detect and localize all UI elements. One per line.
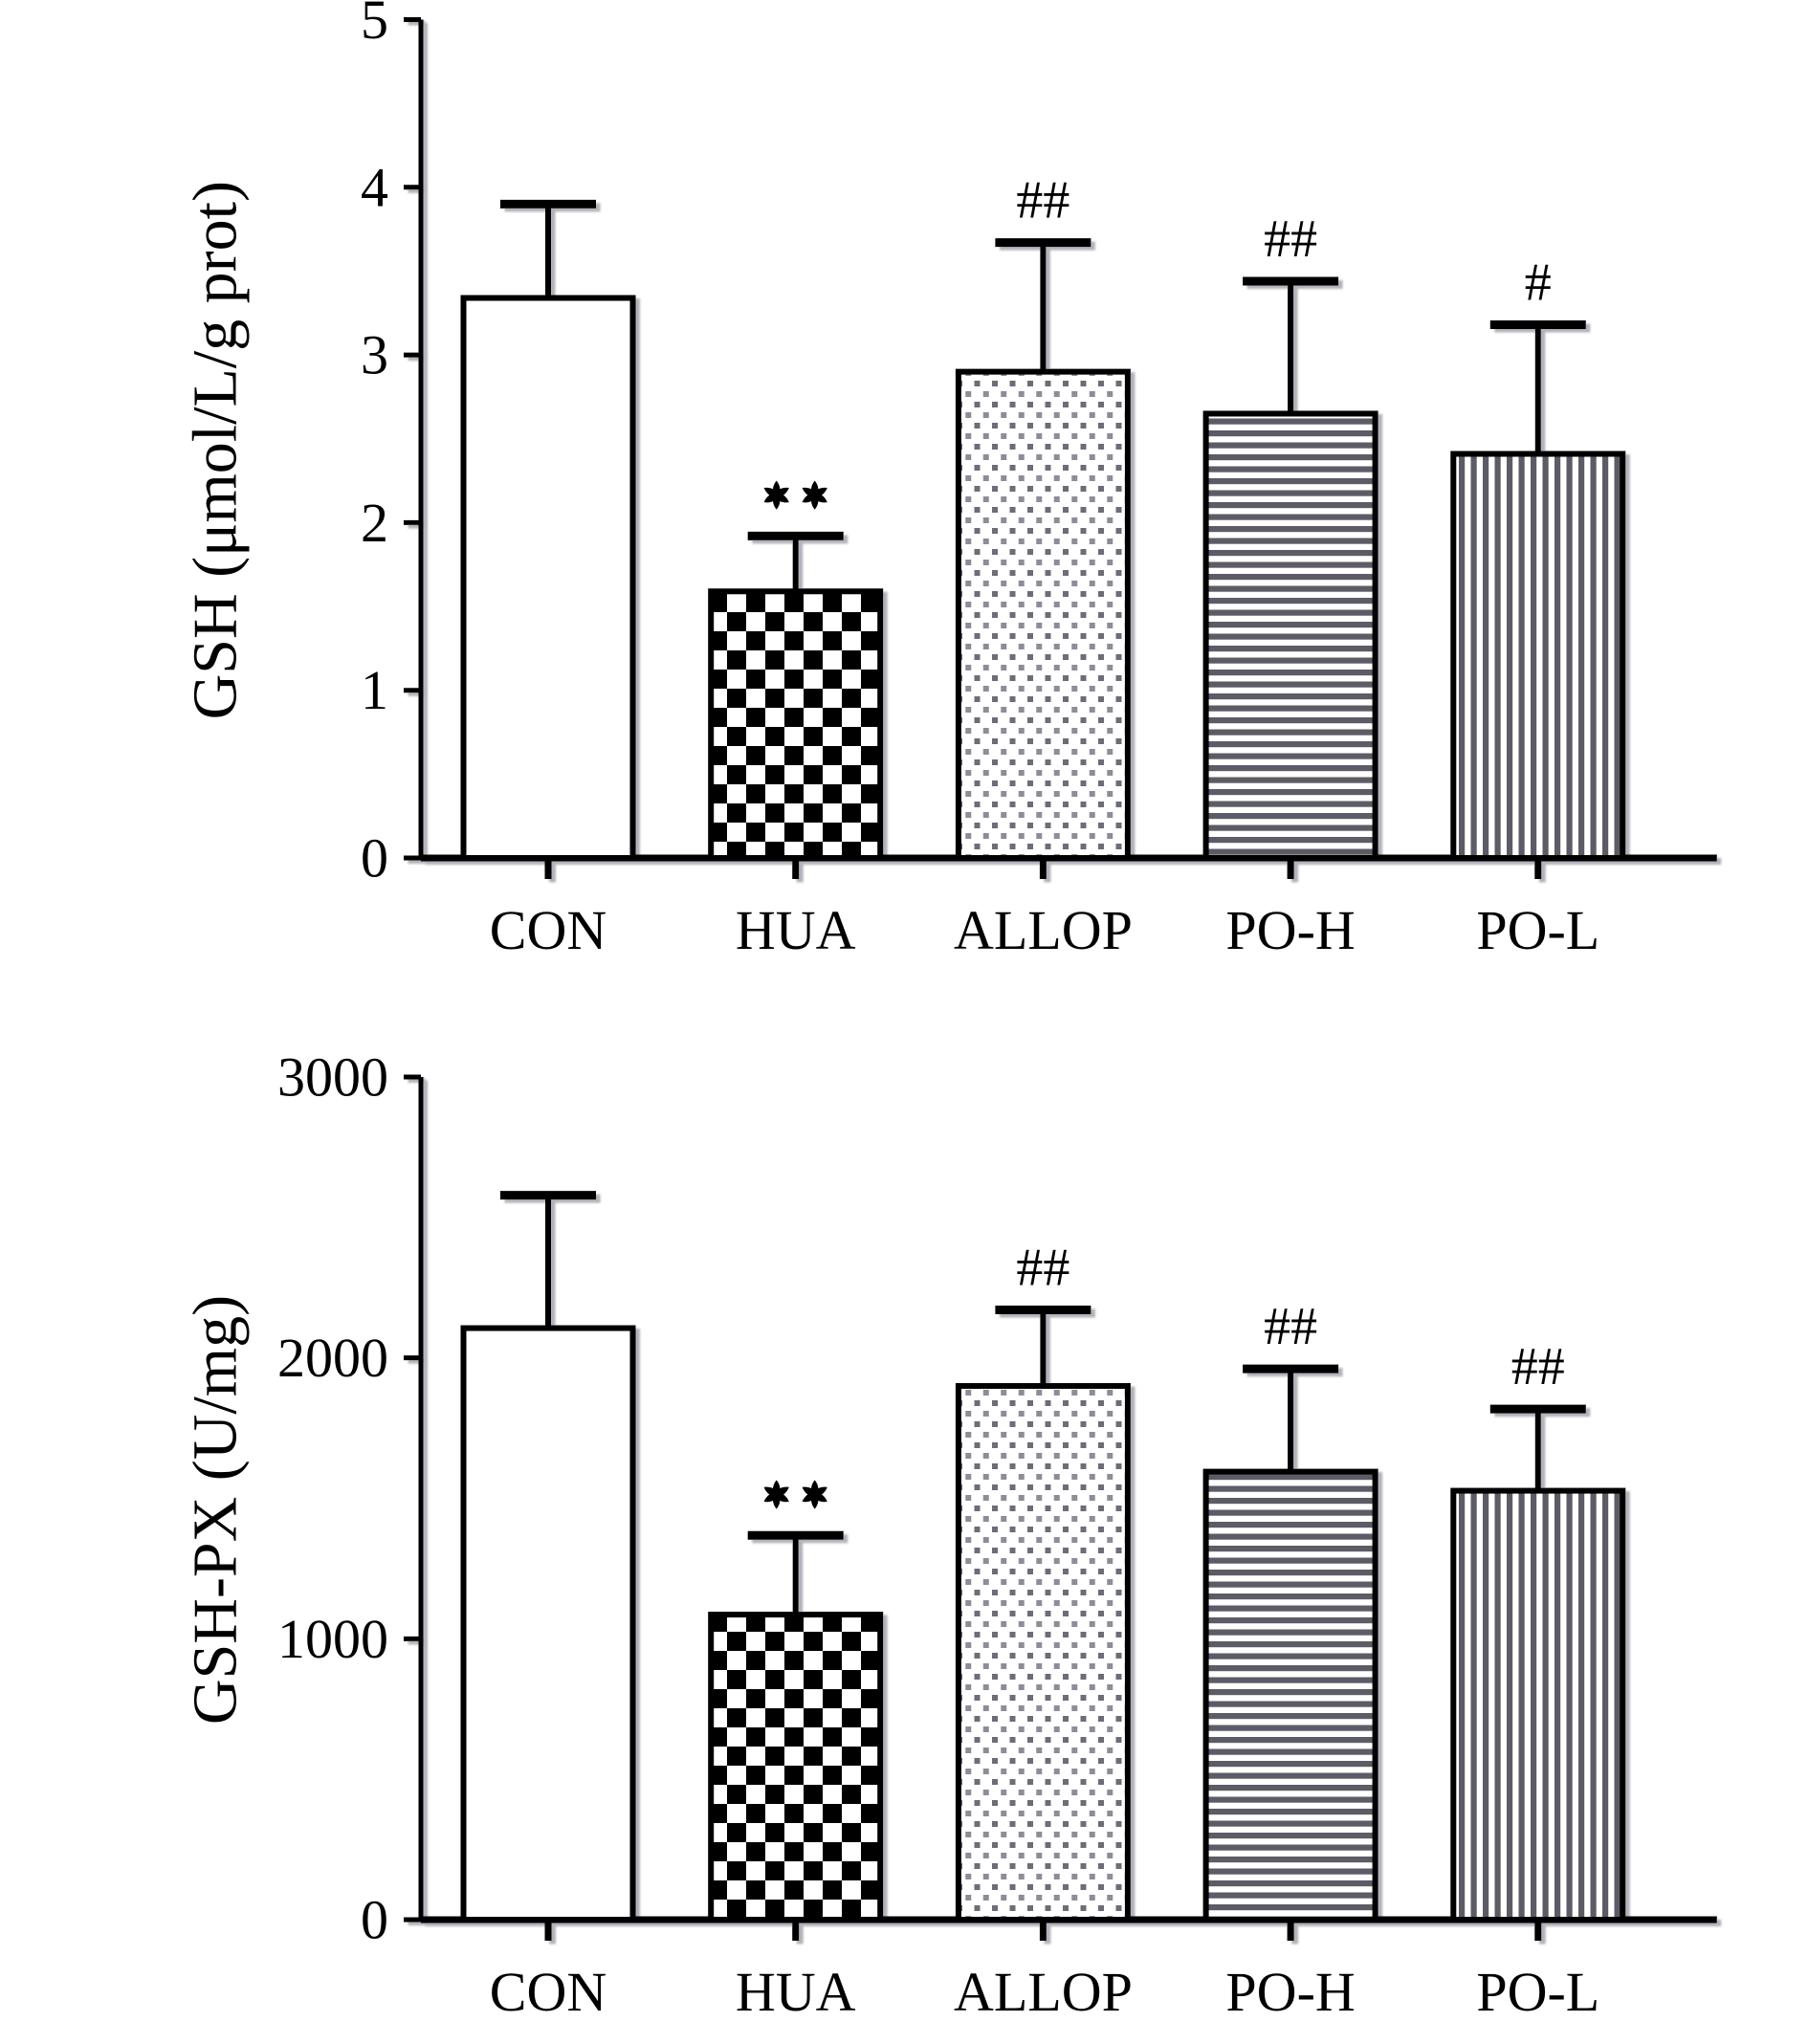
svg-text:##: ##	[1264, 1297, 1317, 1356]
svg-text:CON: CON	[490, 1961, 606, 2023]
svg-text:##: ##	[1511, 1337, 1565, 1396]
svg-text:0: 0	[361, 1889, 388, 1951]
svg-text:HUA: HUA	[736, 899, 856, 961]
svg-text:2: 2	[361, 492, 388, 554]
svg-text:#: #	[1525, 253, 1552, 313]
svg-text:2000: 2000	[277, 1327, 388, 1389]
svg-text:PO-H: PO-H	[1225, 899, 1355, 961]
svg-text:4: 4	[361, 156, 388, 218]
svg-text:CON: CON	[490, 899, 606, 961]
svg-text:1: 1	[361, 659, 388, 721]
svg-text:ALLOP: ALLOP	[954, 1961, 1133, 2023]
svg-text:5: 5	[361, 0, 388, 51]
svg-text:PO-L: PO-L	[1476, 899, 1599, 961]
svg-text:PO-L: PO-L	[1476, 1961, 1599, 2023]
svg-text:GSH (μmol/L/g prot): GSH (μmol/L/g prot)	[181, 181, 251, 719]
svg-text:##: ##	[1016, 171, 1069, 231]
svg-text:GSH-PX (U/mg): GSH-PX (U/mg)	[181, 1295, 251, 1725]
svg-text:##: ##	[1264, 209, 1317, 269]
svg-text:3: 3	[361, 324, 388, 386]
svg-text:PO-H: PO-H	[1225, 1961, 1355, 2023]
svg-text:HUA: HUA	[736, 1961, 856, 2023]
svg-text:##: ##	[1016, 1238, 1069, 1297]
svg-text:ALLOP: ALLOP	[954, 899, 1133, 961]
svg-text:0: 0	[361, 827, 388, 890]
svg-text:1000: 1000	[277, 1608, 388, 1670]
svg-text:3000: 3000	[277, 1046, 388, 1109]
